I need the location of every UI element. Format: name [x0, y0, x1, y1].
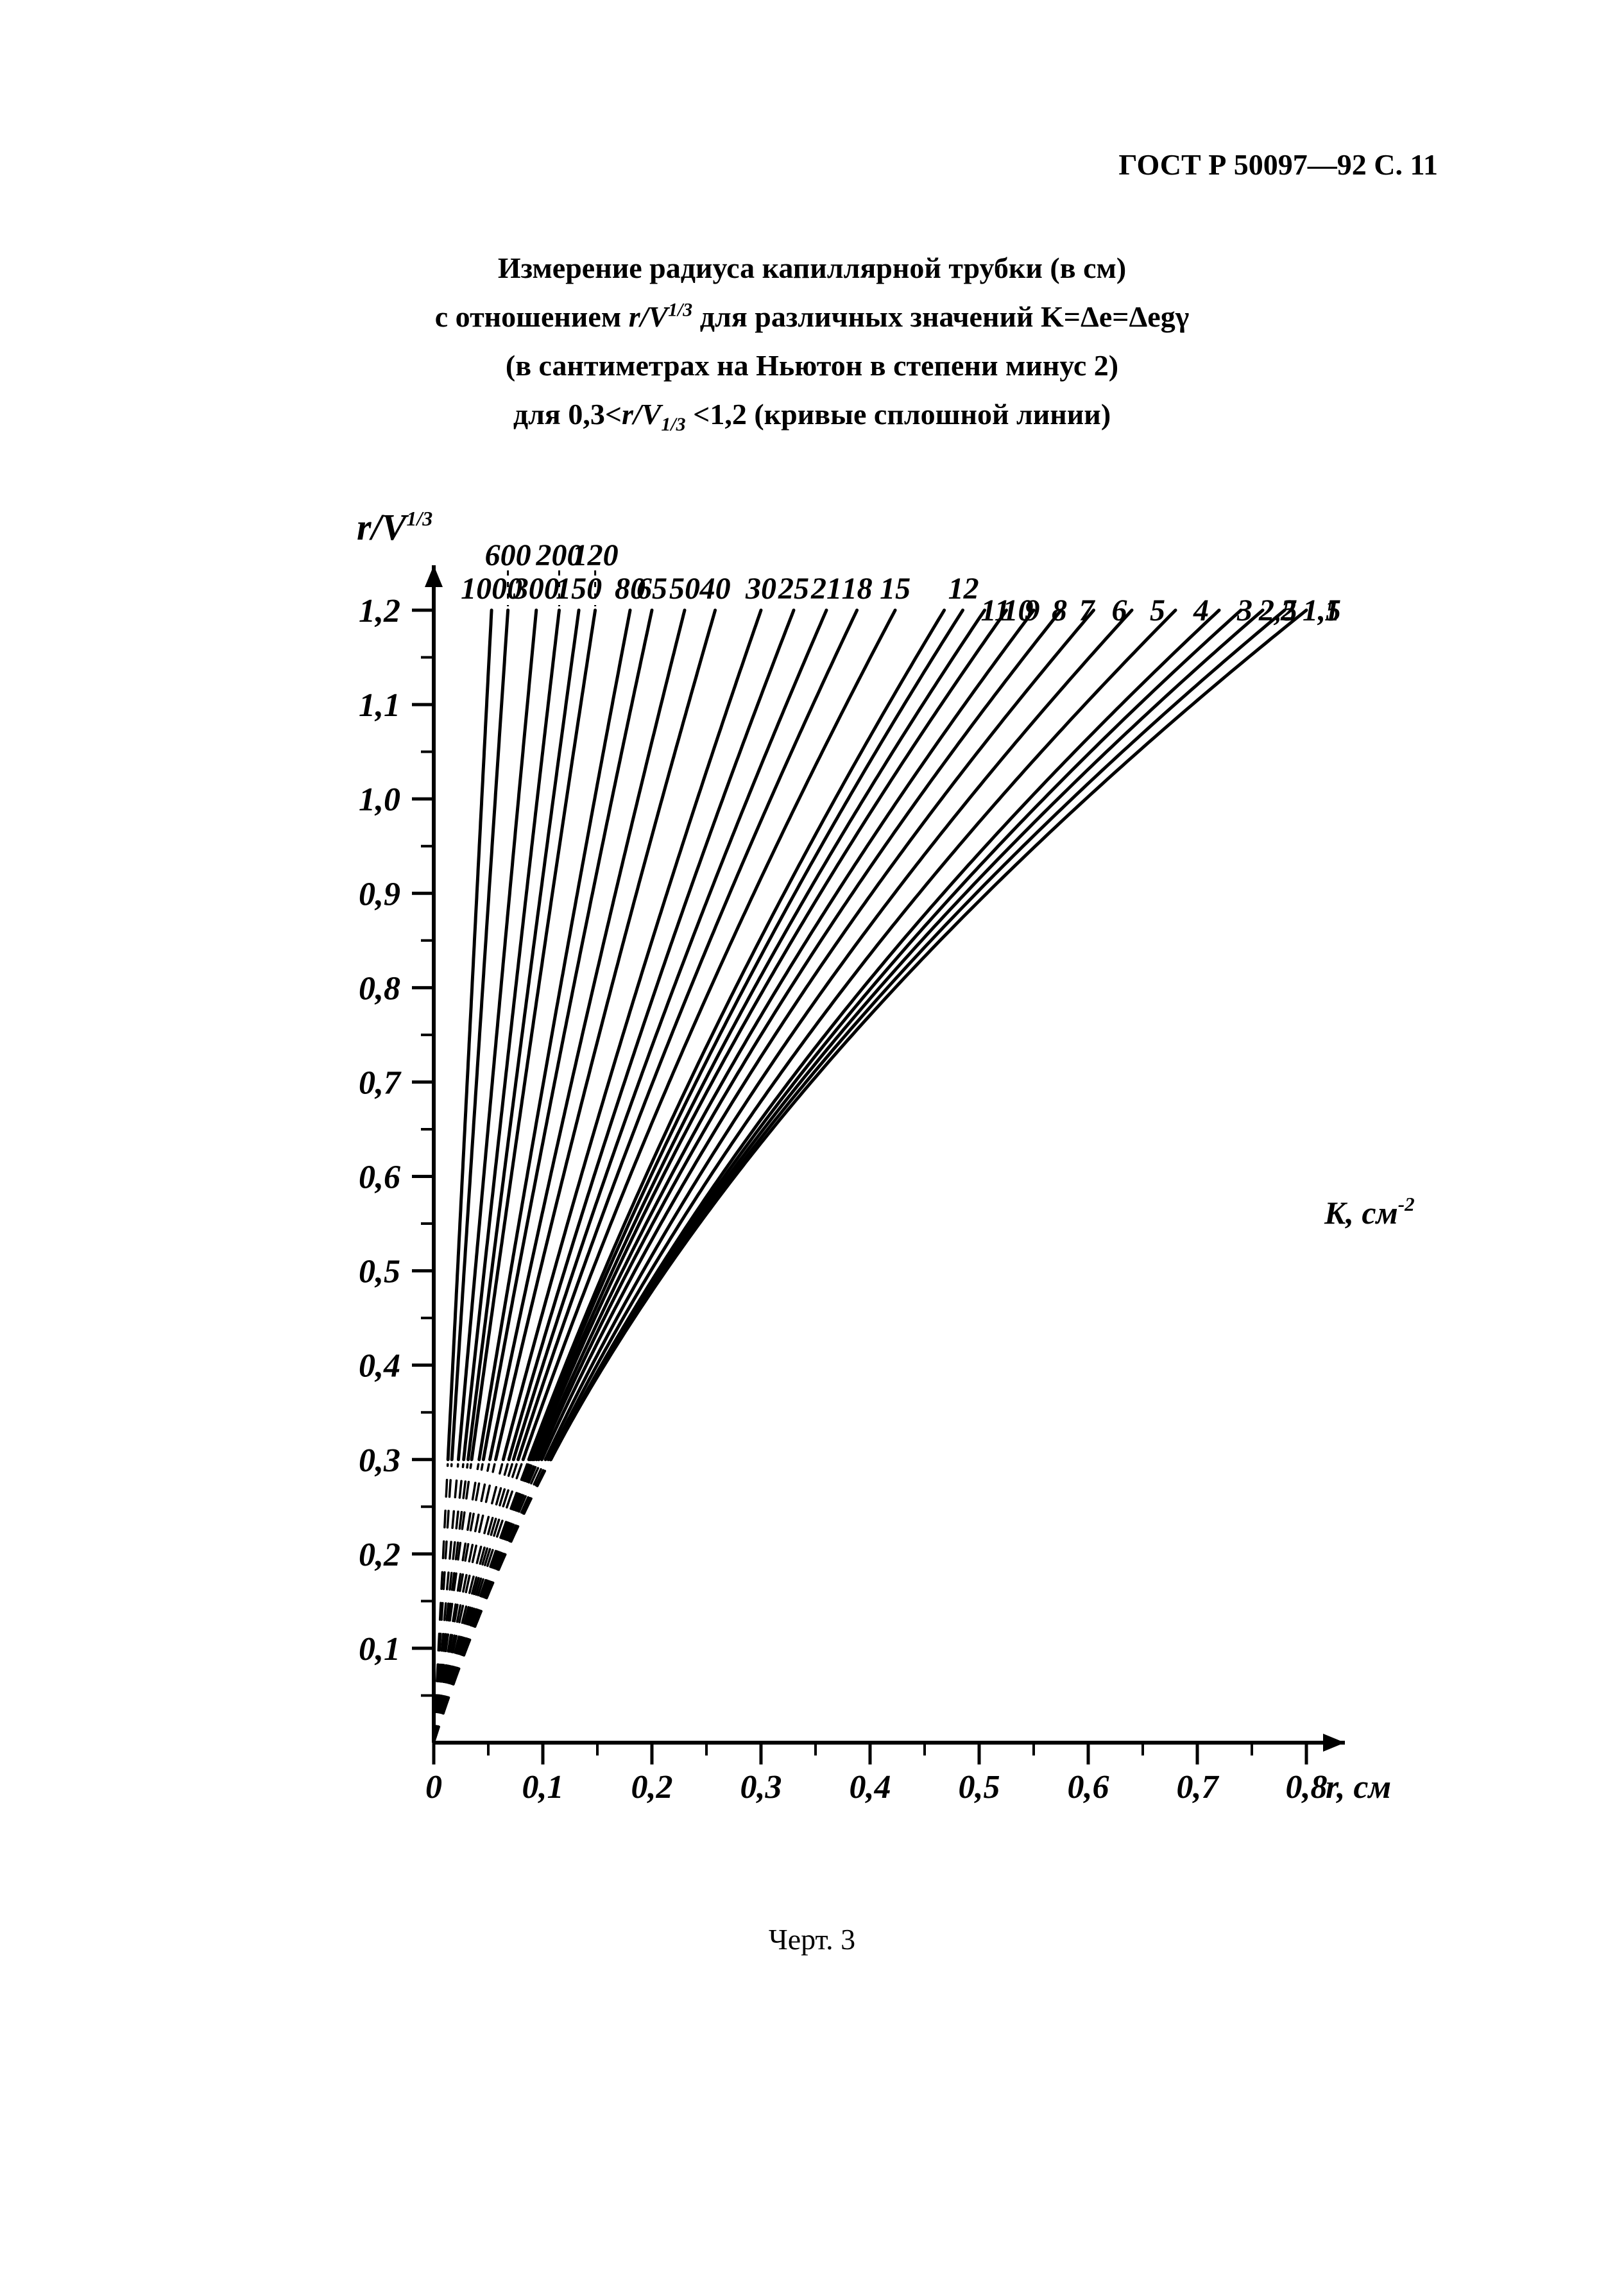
x-tick-label: 0,2 [631, 1769, 672, 1806]
curve-label-top: 12 [948, 572, 979, 606]
curve-label-top: 50 [669, 572, 700, 606]
y-tick-label: 1,1 [359, 687, 400, 724]
title-line-2: с отношением r/V1/3 для различных значен… [167, 293, 1457, 341]
curve-label-top: 15 [880, 572, 910, 606]
curve-label-top: 21 [810, 572, 842, 606]
curve-label-right: 2,5 [1258, 594, 1297, 628]
curve-label-top: 1000 [461, 572, 522, 606]
x-tick-label: 0,8 [1285, 1769, 1327, 1806]
curve-solid-k30 [503, 610, 761, 1460]
k-unit-label: K, см-2 [1324, 1193, 1415, 1231]
capillary-radius-chart: 0,1 0,2 0,3 0,4 0,5 0,6 0,7 0,8 0,9 1,0 1,1 1,2 0 0,1… [203, 485, 1422, 1897]
curve-label-top: 30 [745, 572, 776, 606]
curve-label-right: 5 [1150, 594, 1165, 628]
curve-label-top: 150 [556, 572, 602, 606]
x-tick-label: 0,1 [522, 1769, 563, 1806]
y-tick-label: 1,0 [359, 782, 400, 818]
x-tick-label: 0,6 [1067, 1769, 1109, 1806]
curve-label-right: 11 [980, 594, 1009, 628]
y-tick-label: 0,5 [359, 1254, 400, 1290]
curve-label-right: 7 [1079, 594, 1095, 628]
y-axis-arrow [425, 565, 443, 587]
curve-solid-k120 [472, 610, 595, 1460]
y-tick-label: 0,4 [359, 1348, 400, 1385]
x-axis-arrow [1323, 1734, 1345, 1752]
y-tick-label: 0,7 [359, 1065, 402, 1102]
x-tick-label: 0,3 [740, 1769, 782, 1806]
title-line-3: (в сантиметрах на Ньютон в степени минус… [167, 341, 1457, 390]
curve-label-right: 8 [1052, 594, 1067, 628]
curve-solid-k4 [548, 610, 1175, 1460]
chart-svg: 0,1 0,2 0,3 0,4 0,5 0,6 0,7 0,8 0,9 1,0 1,1 1,2 0 0,1… [203, 485, 1422, 1897]
curve-solid-k7 [538, 610, 1061, 1460]
y-tick-label: 0,8 [359, 971, 400, 1007]
title-line-1: Измерение радиуса капиллярной трубки (в … [167, 244, 1457, 293]
x-tick-label: 0 [425, 1769, 442, 1806]
curve-label-right: 6 [1111, 594, 1127, 628]
figure-title: Измерение радиуса капиллярной трубки (в … [167, 244, 1457, 440]
title-line-4: для 0,3<r/V1/3 <1,2 (кривые сплошной лин… [167, 390, 1457, 441]
figure-caption: Черт. 3 [167, 1922, 1457, 1956]
curve-label-top: 600 [484, 538, 531, 572]
curve-label-right: 1,5 [1303, 594, 1341, 628]
x-tick-label: 0,5 [958, 1769, 1000, 1806]
x-axis-label: r, см [1326, 1769, 1391, 1806]
curve-label-top: 25 [778, 572, 809, 606]
document-reference: ГОСТ Р 50097—92 С. 11 [1118, 148, 1438, 182]
curve-dashed-k30 [434, 1464, 502, 1743]
curve-label-right: 4 [1193, 594, 1209, 628]
y-tick-label: 0,1 [359, 1631, 400, 1668]
curve-label-top: 200 [535, 538, 582, 572]
x-tick-label: 0,7 [1176, 1769, 1219, 1806]
y-tick-label: 0,9 [359, 876, 400, 912]
y-tick-label: 0,3 [359, 1442, 400, 1479]
y-axis-label: r/V1/3 [357, 506, 432, 548]
curve-label-top: 80 [615, 572, 645, 606]
y-tick-label: 0,6 [359, 1159, 400, 1196]
x-tick-label: 0,4 [849, 1769, 891, 1806]
curve-label-top: 18 [841, 572, 872, 606]
y-tick-label: 0,2 [359, 1537, 400, 1573]
curve-label-right: 3 [1236, 594, 1252, 628]
y-tick-label: 1,2 [359, 593, 400, 629]
curve-label-top: 40 [699, 572, 730, 606]
curve-solid-k1 [550, 610, 1306, 1460]
